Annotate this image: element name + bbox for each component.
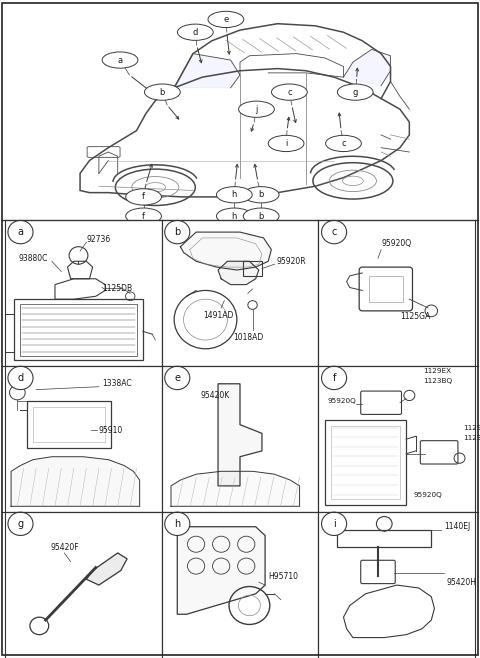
- Text: 92736: 92736: [87, 235, 111, 244]
- Text: f: f: [332, 373, 336, 383]
- Text: c: c: [331, 227, 337, 237]
- Text: f: f: [142, 212, 145, 220]
- Text: a: a: [17, 227, 24, 237]
- Text: c: c: [287, 88, 292, 97]
- Text: e: e: [223, 15, 228, 24]
- Text: d: d: [17, 373, 24, 383]
- Text: b: b: [259, 212, 264, 220]
- Text: 1123BQ: 1123BQ: [463, 435, 480, 441]
- Polygon shape: [218, 384, 262, 486]
- Text: 95920Q: 95920Q: [327, 398, 356, 404]
- Text: b: b: [160, 88, 165, 97]
- Text: h: h: [174, 519, 180, 529]
- Text: h: h: [232, 190, 237, 199]
- Text: 1018AD: 1018AD: [233, 332, 263, 342]
- Text: 1140EJ: 1140EJ: [444, 522, 470, 531]
- Circle shape: [165, 367, 190, 390]
- Text: 95420F: 95420F: [50, 543, 79, 551]
- Text: 95920R: 95920R: [276, 257, 306, 266]
- Text: 1125GA: 1125GA: [400, 312, 431, 321]
- Circle shape: [268, 136, 304, 151]
- Text: e: e: [174, 373, 180, 383]
- Text: g: g: [353, 88, 358, 97]
- Text: 1125DB: 1125DB: [103, 284, 133, 293]
- Text: 95910: 95910: [99, 426, 123, 435]
- Circle shape: [272, 84, 307, 100]
- Text: 95420H: 95420H: [447, 578, 477, 587]
- Circle shape: [243, 208, 279, 224]
- Circle shape: [144, 84, 180, 100]
- Text: 1129EX: 1129EX: [423, 368, 452, 374]
- Text: c: c: [341, 139, 346, 148]
- Circle shape: [322, 220, 347, 243]
- Circle shape: [322, 512, 347, 536]
- Polygon shape: [218, 261, 259, 285]
- Text: 1129EX: 1129EX: [463, 424, 480, 430]
- Polygon shape: [180, 232, 271, 270]
- Circle shape: [239, 101, 275, 117]
- Text: g: g: [17, 519, 24, 529]
- Text: 1338AC: 1338AC: [102, 379, 132, 388]
- Text: 95920Q: 95920Q: [414, 492, 443, 497]
- Text: j: j: [255, 105, 258, 114]
- Circle shape: [8, 367, 33, 390]
- Text: f: f: [142, 192, 145, 201]
- Circle shape: [325, 136, 361, 151]
- Text: h: h: [232, 212, 237, 220]
- Text: b: b: [259, 190, 264, 199]
- Text: H95710: H95710: [268, 572, 298, 581]
- Polygon shape: [11, 457, 140, 506]
- Polygon shape: [86, 553, 127, 585]
- Text: 95420K: 95420K: [201, 391, 230, 400]
- Circle shape: [8, 512, 33, 536]
- Circle shape: [8, 220, 33, 243]
- Circle shape: [208, 11, 244, 28]
- Circle shape: [322, 367, 347, 390]
- Text: 93880C: 93880C: [18, 254, 48, 263]
- Text: 95920Q: 95920Q: [382, 240, 412, 248]
- Circle shape: [165, 512, 190, 536]
- Polygon shape: [177, 526, 265, 615]
- Text: i: i: [333, 519, 336, 529]
- Circle shape: [243, 187, 279, 203]
- Circle shape: [165, 220, 190, 243]
- Text: 1123BQ: 1123BQ: [423, 378, 452, 384]
- Text: d: d: [192, 28, 198, 37]
- Circle shape: [337, 84, 373, 100]
- Circle shape: [126, 208, 161, 224]
- Text: 1491AD: 1491AD: [203, 311, 233, 320]
- Text: i: i: [285, 139, 288, 148]
- Circle shape: [102, 52, 138, 68]
- Circle shape: [216, 208, 252, 224]
- Text: a: a: [118, 55, 122, 64]
- Circle shape: [216, 187, 252, 203]
- Circle shape: [178, 24, 213, 40]
- Circle shape: [126, 189, 161, 205]
- Text: b: b: [174, 227, 180, 237]
